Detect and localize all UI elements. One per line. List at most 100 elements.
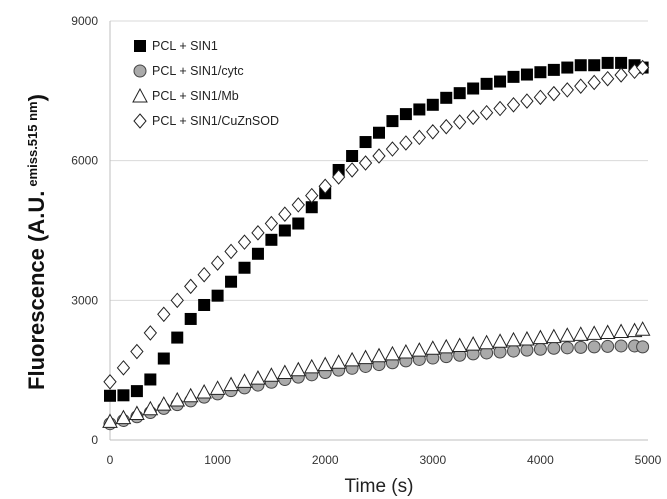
data-point-triangle	[129, 405, 145, 420]
x-tick-label: 5000	[635, 453, 662, 467]
legend-item: PCL + SIN1	[134, 39, 218, 53]
data-point-square	[251, 247, 264, 260]
y-tick-label: 3000	[71, 293, 98, 307]
data-point-diamond	[600, 70, 615, 87]
data-point-diamond	[520, 93, 534, 109]
data-point-square	[520, 68, 533, 81]
data-point-square	[292, 217, 305, 230]
data-point-square	[104, 389, 116, 402]
data-point-triangle	[236, 373, 253, 388]
data-point-circle	[587, 340, 601, 354]
legend-item: PCL + SIN1/Mb	[132, 87, 239, 103]
data-point-triangle	[398, 343, 414, 359]
data-point-diamond	[372, 148, 386, 164]
x-tick-labels: 0 1000 2000 3000 4000 5000	[107, 453, 662, 467]
data-point-square	[440, 91, 453, 104]
data-point-circle	[547, 341, 561, 355]
data-point-diamond	[291, 197, 305, 213]
data-point-square	[467, 82, 480, 95]
data-point-triangle	[505, 331, 522, 347]
data-point-triangle	[634, 321, 651, 336]
y-tick-labels: 0 3000 6000 9000	[71, 14, 98, 447]
y-tick-label: 6000	[71, 154, 98, 168]
legend-item: PCL + SIN1/cytc	[133, 64, 244, 78]
data-point-diamond	[197, 266, 211, 283]
data-point-diamond	[278, 206, 292, 222]
legend-label: PCL + SIN1	[152, 39, 218, 53]
data-points	[102, 56, 651, 431]
series-diamond	[103, 59, 650, 390]
data-point-circle	[614, 339, 628, 353]
x-tick-label: 0	[107, 453, 114, 467]
data-point-diamond	[439, 118, 453, 135]
data-point-diamond	[358, 155, 373, 171]
data-point-triangle	[546, 328, 562, 344]
data-point-square	[413, 103, 426, 116]
data-point-triangle	[303, 358, 320, 374]
data-point-diamond	[318, 178, 332, 195]
data-point-diamond	[103, 374, 117, 390]
data-point-circle	[560, 341, 574, 355]
data-point-square	[238, 261, 251, 274]
data-point-diamond	[224, 243, 238, 260]
data-point-triangle	[371, 347, 387, 363]
data-point-triangle	[451, 337, 468, 352]
data-point-triangle	[263, 367, 280, 382]
data-point-circle	[636, 340, 650, 354]
data-point-square	[534, 66, 547, 79]
x-axis-title: Time (s)	[345, 476, 414, 497]
data-point-triangle	[142, 400, 159, 416]
data-point-triangle	[532, 329, 549, 345]
data-point-square	[157, 352, 170, 365]
data-point-square	[144, 373, 157, 386]
data-point-triangle	[290, 361, 307, 377]
x-tick-label: 1000	[204, 453, 231, 467]
legend-marker-diamond	[133, 113, 147, 129]
data-point-triangle	[277, 364, 293, 379]
data-point-square	[117, 389, 130, 402]
data-point-diamond	[130, 343, 144, 360]
data-point-diamond	[412, 129, 427, 146]
data-point-triangle	[572, 326, 589, 341]
data-point-circle	[520, 343, 534, 357]
data-point-triangle	[102, 413, 118, 428]
x-tick-label: 2000	[312, 453, 339, 467]
data-point-square	[373, 126, 385, 139]
data-point-diamond	[170, 292, 184, 309]
data-point-triangle	[465, 336, 481, 351]
data-point-diamond	[345, 162, 359, 178]
data-point-triangle	[411, 342, 428, 357]
y-tick-label: 0	[91, 433, 98, 447]
data-point-diamond	[533, 89, 548, 106]
data-point-triangle	[169, 391, 186, 407]
data-point-square	[588, 59, 601, 72]
data-point-diamond	[426, 124, 440, 140]
axes	[109, 21, 648, 441]
y-axis-title: Fluorescence (A.U. emiss.515 nm)	[24, 94, 49, 390]
data-point-triangle	[250, 370, 266, 385]
data-point-square	[265, 233, 278, 246]
data-point-diamond	[385, 141, 400, 157]
data-point-triangle	[613, 323, 629, 339]
data-point-square	[211, 289, 224, 302]
data-point-square	[305, 201, 318, 214]
data-point-diamond	[466, 109, 480, 126]
data-point-diamond	[143, 325, 158, 341]
data-point-square	[171, 331, 184, 344]
legend-marker-triangle	[132, 87, 148, 103]
data-point-triangle	[196, 383, 212, 399]
series-triangle	[102, 321, 651, 428]
data-point-square	[225, 275, 238, 288]
data-point-square	[426, 98, 439, 111]
data-point-triangle	[357, 349, 374, 365]
data-point-diamond	[574, 78, 588, 94]
data-point-diamond	[210, 255, 225, 271]
data-point-triangle	[492, 333, 508, 348]
data-point-triangle	[330, 354, 347, 369]
data-point-diamond	[587, 74, 601, 91]
series-square	[104, 56, 649, 402]
y-axis-title-close: )	[24, 94, 49, 101]
data-point-triangle	[115, 409, 132, 425]
legend-marker-square	[134, 40, 146, 52]
legend-label: PCL + SIN1/CuZnSOD	[152, 114, 279, 128]
